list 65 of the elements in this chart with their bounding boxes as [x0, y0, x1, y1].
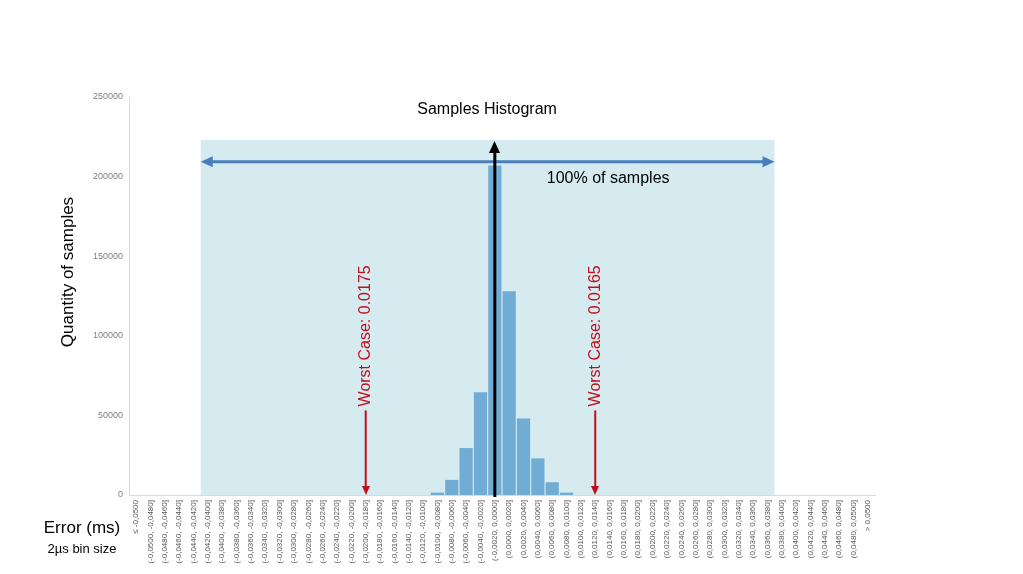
x-tick-label: (-0,0100, -0,0080]	[432, 500, 442, 564]
x-tick-label: (-0,0220, -0,0200]	[346, 500, 356, 564]
x-tick-label: (-0,0460, -0,0440]	[174, 500, 184, 564]
chart-title: Samples Histogram	[417, 100, 557, 118]
x-tick-label: (0,0160, 0,0180]	[619, 500, 629, 559]
x-tick-label: (0,0200, 0,0220]	[647, 500, 657, 559]
y-tick-label: 100000	[92, 330, 123, 341]
y-tick-label: 200000	[92, 171, 123, 182]
x-tick-label: (-0,0360, -0,0340]	[246, 500, 256, 564]
x-tick-label: (0,0440, 0,0460]	[819, 500, 829, 559]
x-tick-label: (0,0360, 0,0380]	[762, 500, 772, 559]
x-tick-label: (-0,0280, -0,0260]	[303, 500, 313, 564]
annotation: Worst Case: 0.0165	[585, 265, 603, 407]
x-tick-label: (0,0120, 0,0140]	[590, 500, 600, 559]
x-tick-label: (-0,0240, -0,0220]	[332, 500, 342, 564]
annotation: Worst Case: 0.0175	[356, 265, 374, 407]
x-tick-label: (-0,0480, -0,0460]	[160, 500, 170, 564]
x-tick-label: (-0,0260, -0,0240]	[317, 500, 327, 564]
x-tick-label: (-0,0400, -0,0380]	[217, 500, 227, 564]
y-tick-label: 250000	[92, 91, 123, 102]
x-tick-label: (-0,0120, -0,0100]	[418, 500, 428, 564]
x-tick-label: (-0,0420, -0,0400]	[203, 500, 213, 564]
x-tick-label: (0,0220, 0,0240]	[662, 500, 672, 559]
y-tick-label: 150000	[92, 250, 123, 261]
y-axis-title: Quantity of samples	[57, 196, 77, 348]
x-tick-label: (-0,0340, -0,0320]	[260, 500, 270, 564]
x-tick-label: (0,0080, 0,0100]	[561, 500, 571, 559]
x-tick-label: (0,0140, 0,0160]	[604, 500, 614, 559]
x-tick-label: (-0,0060, -0,0040]	[461, 500, 471, 564]
x-tick-label: ≤ -0,0500	[131, 499, 141, 534]
x-tick-label: (0,0420, 0,0440]	[805, 500, 815, 559]
x-tick-label: (0,0300, 0,0320]	[719, 500, 729, 559]
x-tick-label: (0,0060, 0,0080]	[547, 500, 557, 559]
x-tick-label: (0,0400, 0,0420]	[791, 500, 801, 559]
x-tick-label: (0,0320, 0,0340]	[733, 500, 743, 559]
x-tick-label: (0,0340, 0,0360]	[748, 500, 758, 559]
x-tick-label: (-0,0140, -0,0120]	[403, 500, 413, 564]
x-tick-label: (-0,0180, -0,0160]	[375, 500, 385, 564]
x-tick-label: (-0,0160, -0,0140]	[389, 500, 399, 564]
x-tick-label: (0,0480, 0,0500]	[848, 500, 858, 559]
x-tick-label: (0,0240, 0,0260]	[676, 500, 686, 559]
x-tick-label: (-0,0080, -0,0060]	[446, 500, 456, 564]
x-tick-label: (-0,0020, 0,0000]	[490, 500, 500, 561]
y-tick-label: 0	[117, 489, 123, 500]
x-tick-label: (0,0040, 0,0060]	[533, 500, 543, 559]
x-tick-label: (0,0280, 0,0300]	[705, 500, 715, 559]
x-tick-label: (-0,0440, -0,0420]	[188, 500, 198, 564]
x-tick-label: (-0,0200, -0,0180]	[360, 500, 370, 564]
x-tick-label: (0,0100, 0,0120]	[576, 500, 586, 559]
y-tick-label: 50000	[97, 409, 123, 420]
x-tick-label: (0,0180, 0,0200]	[633, 500, 643, 559]
x-tick-label: > 0,0500	[863, 499, 873, 532]
text: 2µs bin size	[47, 540, 117, 556]
x-tick-label: (0,0000, 0,0020]	[504, 500, 514, 559]
x-tick-label: (-0,0380, -0,0360]	[231, 500, 241, 564]
band-label: 100% of samples	[546, 169, 670, 187]
x-axis-title: Error (ms)	[43, 517, 121, 537]
x-tick-label: (0,0260, 0,0280]	[690, 500, 700, 559]
x-tick-label: (-0,0040, -0,0020]	[475, 500, 485, 564]
x-tick-label: (0,0380, 0,0400]	[776, 500, 786, 559]
x-tick-label: (-0,0300, -0,0280]	[289, 500, 299, 564]
x-tick-label: (0,0020, 0,0040]	[518, 500, 528, 559]
x-tick-label: (-0,0500, -0,0480]	[145, 500, 155, 564]
x-tick-label: (-0,0320, -0,0300]	[274, 500, 284, 564]
x-tick-label: (0,0460, 0,0480]	[834, 500, 844, 559]
